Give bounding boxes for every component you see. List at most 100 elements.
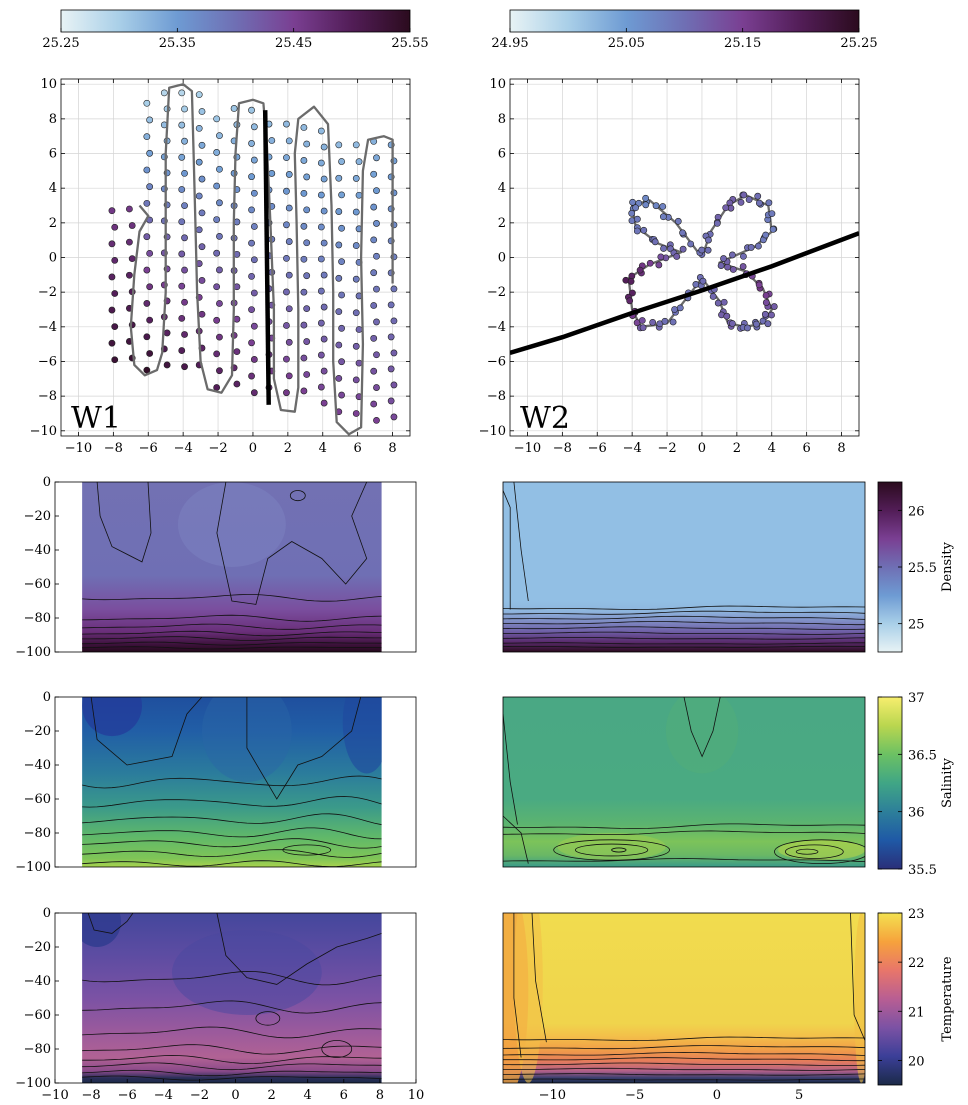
colorbar-tick-label: 25.55 — [391, 36, 428, 51]
data-point — [714, 299, 722, 307]
data-point — [300, 124, 308, 131]
y-tick-label: 6 — [49, 147, 57, 162]
data-point — [248, 206, 255, 214]
data-point — [303, 305, 311, 313]
y-tick-label: −2 — [38, 285, 57, 300]
y-tick-label: −60 — [24, 577, 51, 592]
heatmap-field — [503, 482, 865, 652]
heatmap-patch — [513, 913, 543, 1083]
heatmap-patch — [171, 930, 322, 1015]
x-tick-label: −10 — [514, 441, 541, 456]
colorbar-gradient — [877, 696, 903, 870]
y-tick-label: −8 — [487, 389, 506, 404]
contour-line — [82, 796, 382, 808]
section-line — [262, 110, 271, 405]
y-tick-label: −40 — [24, 758, 51, 773]
data-point — [762, 299, 770, 306]
colorbar-tick-label: 26 — [908, 504, 925, 519]
data-point — [387, 397, 395, 405]
heatmap-field — [82, 482, 382, 652]
data-point — [335, 141, 343, 149]
colorbar-tick-label: 25 — [908, 618, 925, 633]
data-point — [111, 256, 119, 264]
y-tick-label: −40 — [24, 974, 51, 989]
data-point — [720, 255, 727, 262]
data-point — [198, 277, 206, 284]
data-point — [285, 137, 293, 145]
contour-line — [82, 1062, 382, 1071]
data-point — [178, 347, 186, 354]
data-point — [674, 217, 682, 225]
y-tick-label: −4 — [38, 320, 57, 335]
contour-line — [216, 482, 368, 605]
data-point — [195, 91, 203, 98]
x-tick-label: 8 — [376, 1088, 384, 1103]
colorbar-label: Salinity — [940, 757, 955, 808]
data-point — [303, 140, 311, 148]
data-point — [755, 242, 762, 250]
data-point — [728, 251, 736, 259]
data-point — [317, 223, 325, 231]
data-point — [143, 266, 151, 274]
data-point — [387, 333, 395, 341]
data-point — [671, 306, 678, 313]
data-point — [755, 199, 763, 207]
data-point — [283, 221, 290, 229]
contour-line — [82, 641, 382, 646]
data-point — [709, 293, 717, 300]
data-point — [699, 277, 707, 285]
data-point — [303, 371, 311, 378]
data-point — [338, 324, 345, 332]
data-point — [390, 413, 398, 421]
data-point — [720, 298, 728, 306]
data-point — [661, 317, 669, 325]
data-point — [146, 350, 154, 357]
data-point — [676, 304, 684, 312]
data-point — [655, 261, 663, 269]
contour-line — [850, 913, 865, 1041]
colorbar-tick-label: 22 — [908, 956, 925, 971]
data-point — [283, 288, 290, 296]
contour-line — [82, 1026, 382, 1039]
section-line — [510, 231, 859, 355]
data-point — [195, 226, 203, 234]
data-point — [352, 175, 360, 182]
colorbar-tick-label: 36.5 — [908, 748, 937, 763]
contour-line — [503, 815, 529, 864]
data-point — [250, 389, 258, 397]
plot-content — [108, 83, 398, 436]
data-point — [352, 208, 360, 216]
data-point — [335, 374, 343, 382]
contour-line — [82, 1075, 382, 1081]
data-point — [729, 266, 737, 273]
data-point — [338, 358, 345, 366]
data-point — [627, 278, 635, 285]
data-point — [740, 252, 747, 260]
data-point — [679, 229, 686, 237]
panel-label: W2 — [520, 401, 570, 436]
y-tick-label: 0 — [43, 475, 51, 490]
colorbar-tick-label: 35.5 — [908, 863, 937, 878]
contour-line — [503, 1078, 865, 1081]
data-point — [659, 213, 667, 221]
x-tick-label: 5 — [795, 1088, 803, 1103]
x-tick-label: −6 — [118, 1088, 137, 1103]
data-point — [195, 124, 203, 132]
data-point — [143, 333, 151, 341]
data-point — [198, 108, 206, 115]
data-point — [713, 219, 721, 227]
x-tick-label: 0 — [249, 441, 257, 456]
contours — [503, 913, 865, 1081]
contour-line — [503, 713, 518, 825]
y-tick-label: −10 — [30, 424, 57, 439]
contour-line — [82, 775, 382, 789]
data-point — [178, 314, 186, 322]
data-point — [300, 157, 308, 164]
data-point — [657, 253, 665, 261]
data-point — [659, 203, 667, 210]
data-point — [762, 292, 770, 299]
x-tick-label: −6 — [588, 441, 607, 456]
x-tick-label: 6 — [354, 441, 362, 456]
data-point — [108, 306, 116, 314]
colorbar-gradient — [509, 9, 860, 33]
